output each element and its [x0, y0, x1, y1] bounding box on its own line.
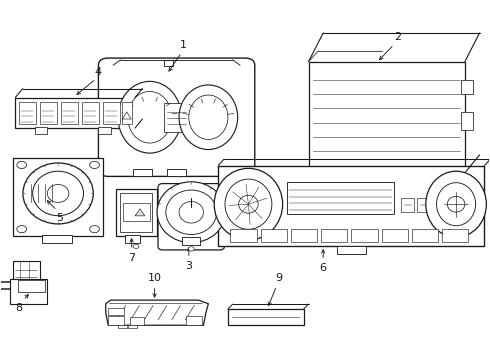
Ellipse shape	[133, 244, 139, 248]
Bar	[186, 316, 202, 324]
Bar	[442, 229, 468, 242]
Text: 7: 7	[128, 253, 135, 263]
Bar	[328, 172, 357, 180]
Bar	[261, 229, 287, 242]
Polygon shape	[135, 209, 145, 216]
Bar	[10, 279, 47, 304]
Bar	[125, 235, 140, 243]
Bar	[461, 112, 473, 130]
Bar	[128, 324, 137, 328]
Ellipse shape	[166, 190, 217, 234]
Bar	[121, 193, 152, 232]
Bar	[116, 189, 157, 235]
Bar	[291, 229, 317, 242]
Ellipse shape	[128, 91, 172, 143]
Bar	[218, 166, 485, 246]
Bar	[13, 261, 40, 280]
FancyBboxPatch shape	[98, 58, 255, 176]
Ellipse shape	[17, 161, 26, 168]
Ellipse shape	[239, 195, 258, 213]
Text: 8: 8	[16, 303, 23, 312]
Ellipse shape	[189, 95, 228, 139]
Bar	[417, 198, 430, 212]
Ellipse shape	[90, 226, 99, 233]
FancyBboxPatch shape	[158, 184, 224, 250]
Ellipse shape	[188, 247, 194, 251]
Bar	[321, 229, 347, 242]
Bar	[412, 229, 438, 242]
Bar	[450, 198, 463, 212]
Bar	[351, 229, 378, 242]
Ellipse shape	[447, 196, 465, 212]
Ellipse shape	[157, 182, 225, 243]
Bar	[387, 172, 416, 180]
Ellipse shape	[225, 179, 272, 229]
Text: 3: 3	[185, 261, 192, 271]
Bar	[82, 102, 99, 124]
Bar	[461, 80, 473, 94]
Ellipse shape	[33, 171, 83, 216]
Ellipse shape	[90, 161, 99, 168]
Ellipse shape	[179, 85, 238, 149]
Ellipse shape	[426, 171, 487, 237]
Bar	[228, 309, 304, 325]
Bar	[401, 198, 414, 212]
Polygon shape	[106, 300, 208, 325]
Bar	[337, 246, 366, 254]
Bar	[434, 198, 446, 212]
Bar	[15, 98, 135, 128]
Bar	[130, 318, 144, 324]
Ellipse shape	[214, 168, 283, 240]
Bar	[122, 102, 132, 124]
Bar	[164, 103, 189, 132]
Text: 1: 1	[180, 40, 187, 50]
Ellipse shape	[118, 81, 181, 153]
Bar	[42, 235, 72, 243]
Bar	[230, 229, 257, 242]
Text: 10: 10	[147, 273, 162, 283]
Bar	[13, 158, 103, 235]
Bar	[40, 102, 57, 124]
Ellipse shape	[17, 226, 26, 233]
Bar	[309, 62, 465, 173]
Bar	[382, 229, 408, 242]
Bar	[118, 324, 127, 328]
Bar	[287, 182, 394, 214]
Bar	[35, 127, 47, 134]
Bar	[108, 308, 124, 315]
Ellipse shape	[48, 184, 69, 202]
Text: 9: 9	[276, 273, 283, 283]
Text: 2: 2	[394, 32, 401, 42]
Text: 6: 6	[319, 263, 327, 273]
Text: 4: 4	[95, 67, 102, 77]
Bar	[108, 316, 124, 324]
Bar	[182, 237, 200, 245]
Bar	[19, 102, 36, 124]
Text: 5: 5	[56, 213, 63, 223]
Ellipse shape	[437, 183, 476, 226]
Bar	[133, 168, 152, 176]
Bar	[123, 203, 150, 221]
Bar	[98, 127, 111, 134]
Ellipse shape	[179, 202, 203, 223]
Bar	[61, 102, 78, 124]
Bar	[18, 280, 45, 292]
Bar	[103, 102, 121, 124]
Ellipse shape	[23, 163, 93, 224]
Bar	[167, 168, 186, 176]
Bar	[164, 59, 173, 66]
